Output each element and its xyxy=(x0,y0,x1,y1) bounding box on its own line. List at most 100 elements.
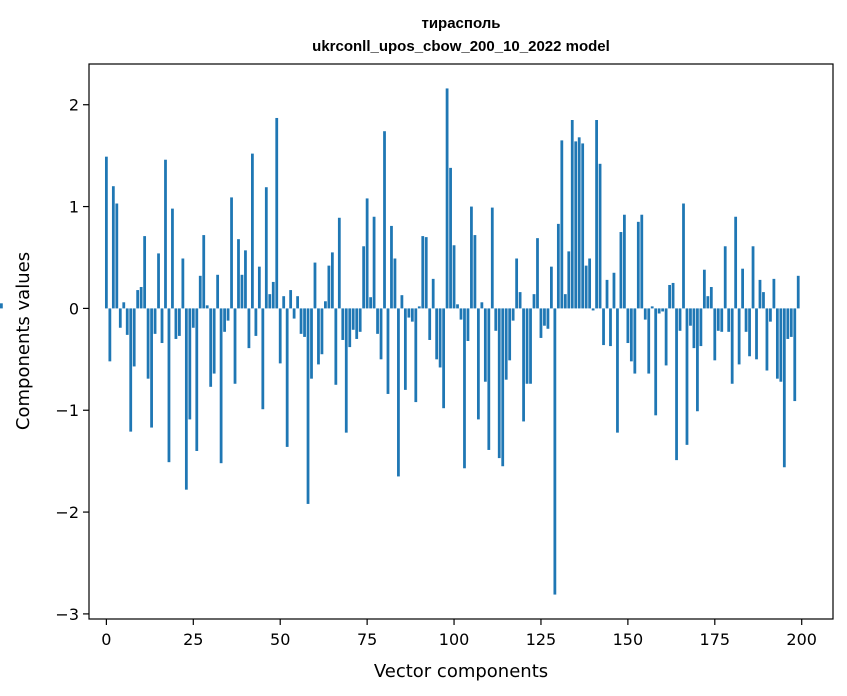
bar-31 xyxy=(212,308,216,374)
bar-2 xyxy=(111,186,115,309)
bar-9 xyxy=(136,290,140,309)
bar-8 xyxy=(132,308,136,367)
bar-180 xyxy=(730,308,734,384)
bar-66 xyxy=(334,308,338,385)
bar-81 xyxy=(386,308,390,394)
bar-131 xyxy=(560,140,564,309)
bar-26 xyxy=(195,308,199,451)
bar-82 xyxy=(390,225,393,309)
bar-14 xyxy=(153,308,157,334)
bar-46 xyxy=(264,187,268,309)
bar-49 xyxy=(275,117,279,309)
bar-195 xyxy=(782,308,786,468)
bar-50 xyxy=(278,308,282,364)
bar-32 xyxy=(216,274,220,309)
bar-125 xyxy=(539,308,543,338)
x-tick-label: 25 xyxy=(183,630,203,649)
bar-117 xyxy=(511,308,515,321)
bar-85 xyxy=(400,295,404,309)
bar-18 xyxy=(167,308,171,463)
bar-107 xyxy=(476,308,480,420)
bar-110 xyxy=(487,308,491,450)
bar-121 xyxy=(525,308,529,384)
bar-70 xyxy=(348,308,352,348)
bar-88 xyxy=(410,308,414,322)
bar-20 xyxy=(174,308,178,339)
bar-153 xyxy=(636,221,640,309)
bar-47 xyxy=(268,294,272,309)
bar-79 xyxy=(379,308,383,360)
bar-174 xyxy=(709,287,713,309)
bar-116 xyxy=(508,308,512,361)
bar-80 xyxy=(383,131,386,309)
bar-0 xyxy=(104,156,108,309)
bar-198 xyxy=(793,308,797,402)
bar-33 xyxy=(219,308,223,464)
bar-132 xyxy=(563,294,567,309)
y-tick-label: −2 xyxy=(55,503,79,522)
bar-10 xyxy=(139,287,143,309)
bar-78 xyxy=(376,308,379,334)
y-axis-label: Components values xyxy=(13,252,34,430)
x-tick-label: 50 xyxy=(270,630,290,649)
bar-150 xyxy=(626,308,630,344)
bar-162 xyxy=(668,284,671,309)
bars-group xyxy=(0,88,800,595)
bar-189 xyxy=(762,292,765,309)
bar-192 xyxy=(772,278,776,309)
bar-86 xyxy=(403,308,407,390)
bar-undefined xyxy=(0,303,3,309)
bar-106 xyxy=(473,235,477,309)
y-tick-label: −1 xyxy=(55,401,79,420)
bar-87 xyxy=(407,308,411,318)
bar-183 xyxy=(741,268,744,309)
bar-159 xyxy=(657,308,661,314)
bar-92 xyxy=(424,237,428,309)
bar-130 xyxy=(556,223,560,309)
chart-subtitle: ukrconll_upos_cbow_200_10_2022 model xyxy=(312,38,610,55)
bar-187 xyxy=(755,308,758,360)
bar-115 xyxy=(504,308,508,380)
bar-103 xyxy=(463,308,466,469)
bar-186 xyxy=(751,246,755,309)
bar-164 xyxy=(675,308,678,461)
bar-127 xyxy=(546,308,550,329)
bar-19 xyxy=(171,208,174,309)
bar-199 xyxy=(796,275,800,309)
bar-143 xyxy=(602,308,605,346)
bar-149 xyxy=(623,214,626,309)
bar-72 xyxy=(355,308,359,339)
bar-152 xyxy=(633,308,637,374)
bar-6 xyxy=(125,308,129,335)
bar-172 xyxy=(702,269,706,309)
bar-21 xyxy=(178,308,181,336)
y-tick-label: 1 xyxy=(69,198,79,217)
bar-56 xyxy=(299,308,303,334)
bar-157 xyxy=(650,306,654,309)
bar-4 xyxy=(118,308,122,328)
bar-122 xyxy=(529,308,532,384)
bar-97 xyxy=(442,308,446,409)
bar-135 xyxy=(574,141,578,309)
bar-161 xyxy=(664,308,668,366)
plot-frame xyxy=(88,63,834,620)
bar-63 xyxy=(324,301,327,309)
bar-13 xyxy=(150,308,153,428)
bar-114 xyxy=(501,308,505,467)
bar-144 xyxy=(605,279,609,309)
bar-134 xyxy=(570,120,574,309)
bar-99 xyxy=(449,167,452,309)
bar-34 xyxy=(223,308,226,332)
bar-44 xyxy=(257,266,261,309)
bar-83 xyxy=(393,258,397,309)
bar-140 xyxy=(591,308,595,311)
x-tick-label: 125 xyxy=(526,630,557,649)
chart-title: тирасполь xyxy=(421,15,500,32)
bar-175 xyxy=(713,308,717,361)
bar-45 xyxy=(261,308,265,410)
bar-27 xyxy=(198,275,202,309)
bar-141 xyxy=(595,120,598,309)
x-tick-label: 100 xyxy=(439,630,470,649)
bar-179 xyxy=(727,308,731,332)
